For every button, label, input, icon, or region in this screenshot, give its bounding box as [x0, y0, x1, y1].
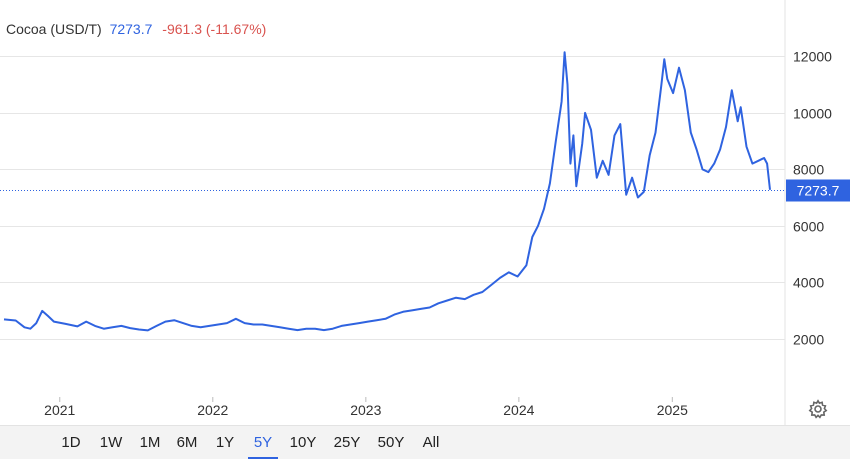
range-button-1w[interactable]: 1W	[99, 434, 123, 451]
x-tick-label: 2022	[197, 402, 228, 418]
range-button-1m[interactable]: 1M	[139, 434, 161, 451]
last-value-label: 7273.7	[797, 183, 840, 199]
y-tick-label: 10000	[793, 106, 832, 122]
gear-icon[interactable]	[808, 399, 828, 419]
y-tick-label: 12000	[793, 49, 832, 65]
range-button-25y[interactable]: 25Y	[333, 434, 361, 451]
range-button-50y[interactable]: 50Y	[377, 434, 405, 451]
x-tick-label: 2025	[657, 402, 688, 418]
range-button-1y[interactable]: 1Y	[215, 434, 235, 451]
range-button-5y[interactable]: 5Y	[248, 426, 278, 459]
symbol-label: Cocoa (USD/T)	[6, 21, 102, 37]
y-tick-label: 8000	[793, 162, 824, 178]
x-tick-label: 2021	[44, 402, 75, 418]
x-tick-label: 2024	[503, 402, 534, 418]
chart-area: Cocoa (USD/T) 7273.7 -961.3 (-11.67%) 20…	[0, 0, 850, 425]
x-tick-label: 2023	[350, 402, 381, 418]
y-tick-label: 4000	[793, 275, 824, 291]
range-button-6m[interactable]: 6M	[176, 434, 198, 451]
last-price: 7273.7	[109, 21, 153, 37]
range-selector: 1D 1W 1M 6M 1Y 5Y 10Y 25Y 50Y All	[0, 425, 850, 459]
last-value-badge	[786, 179, 850, 202]
y-tick-label: 2000	[793, 332, 824, 348]
range-button-1d[interactable]: 1D	[61, 434, 81, 451]
price-chart[interactable]: 2000 4000 6000 8000 10000 12000 2021 2022 2023 20…	[0, 0, 850, 425]
range-button-10y[interactable]: 10Y	[289, 434, 317, 451]
chart-header: Cocoa (USD/T) 7273.7 -961.3 (-11.67%)	[6, 21, 266, 37]
y-tick-label: 6000	[793, 219, 824, 235]
price-change: -961.3 (-11.67%)	[162, 21, 267, 37]
range-button-all[interactable]: All	[422, 434, 440, 451]
price-series-line	[3, 51, 771, 332]
